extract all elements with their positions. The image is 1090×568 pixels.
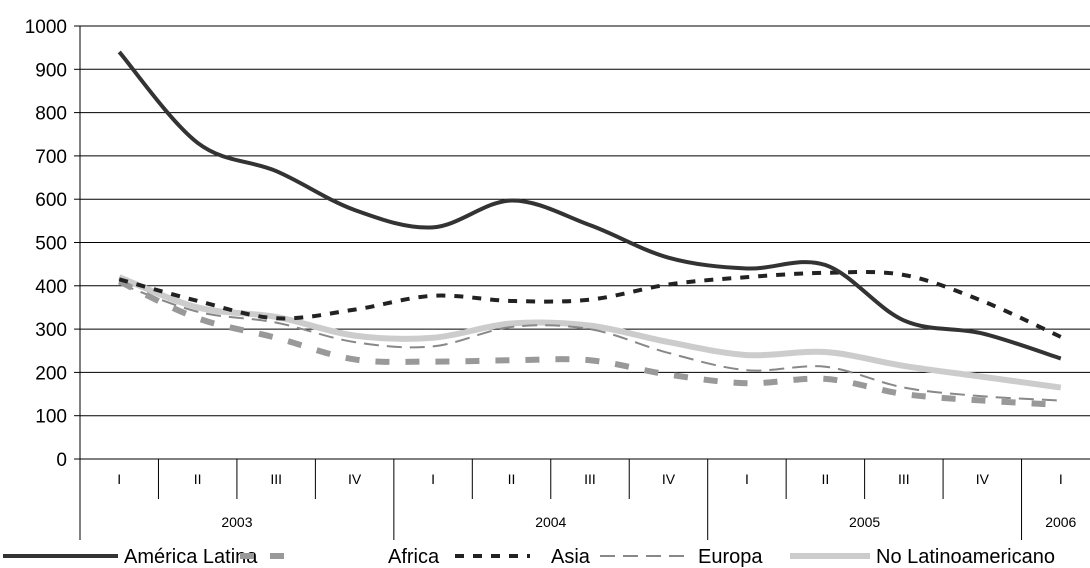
- y-tick-label: 600: [35, 190, 67, 211]
- y-tick-label: 200: [35, 363, 67, 384]
- quarter-label: IV: [976, 471, 990, 487]
- quarter-label: I: [117, 471, 121, 487]
- y-tick-label: 500: [35, 234, 67, 255]
- y-tick-label: 1000: [25, 17, 67, 38]
- quarter-label: II: [194, 471, 202, 487]
- quarter-label: II: [821, 471, 829, 487]
- y-tick-label: 900: [35, 60, 67, 81]
- legend-label-2: Asia: [551, 546, 591, 568]
- year-label: 2003: [221, 514, 252, 530]
- quarter-label: II: [508, 471, 516, 487]
- quarter-label: III: [584, 471, 596, 487]
- y-tick-label: 300: [35, 320, 67, 341]
- y-tick-label: 100: [35, 407, 67, 428]
- quarter-label: I: [745, 471, 749, 487]
- series-line-1: [117, 278, 1061, 408]
- year-label: 2005: [849, 514, 880, 530]
- y-tick-label: 400: [35, 277, 67, 298]
- legend-label-0: América Latina: [124, 546, 258, 568]
- y-axis-ticks: 0 100 200 300 400 500 600 700 800 900 1000: [25, 17, 67, 471]
- legend-label-3: Europa: [698, 546, 763, 568]
- y-tick-label: 800: [35, 104, 67, 125]
- quarter-label: I: [431, 471, 435, 487]
- quarter-label: IV: [348, 471, 362, 487]
- y-tick-label: 0: [56, 450, 67, 471]
- legend-label-4: No Latinoamericano: [876, 546, 1055, 568]
- legend-label-1: Africa: [388, 546, 440, 568]
- y-tick-label: 700: [35, 147, 67, 168]
- series-line-0: [117, 50, 1062, 361]
- series-lines: [117, 50, 1062, 408]
- series-line-2: [118, 270, 1062, 339]
- quarter-label: III: [898, 471, 910, 487]
- quarter-label: IV: [662, 471, 676, 487]
- series-line-3: [118, 282, 1061, 402]
- gridlines: [74, 25, 1090, 460]
- quarter-label: III: [270, 471, 282, 487]
- year-label: 2006: [1045, 514, 1076, 530]
- series-line-4: [118, 274, 1062, 391]
- legend: América Latina Africa Asia Europa No Latinoa…: [3, 546, 1055, 568]
- quarter-label: I: [1059, 471, 1063, 487]
- year-label: 2004: [535, 514, 566, 530]
